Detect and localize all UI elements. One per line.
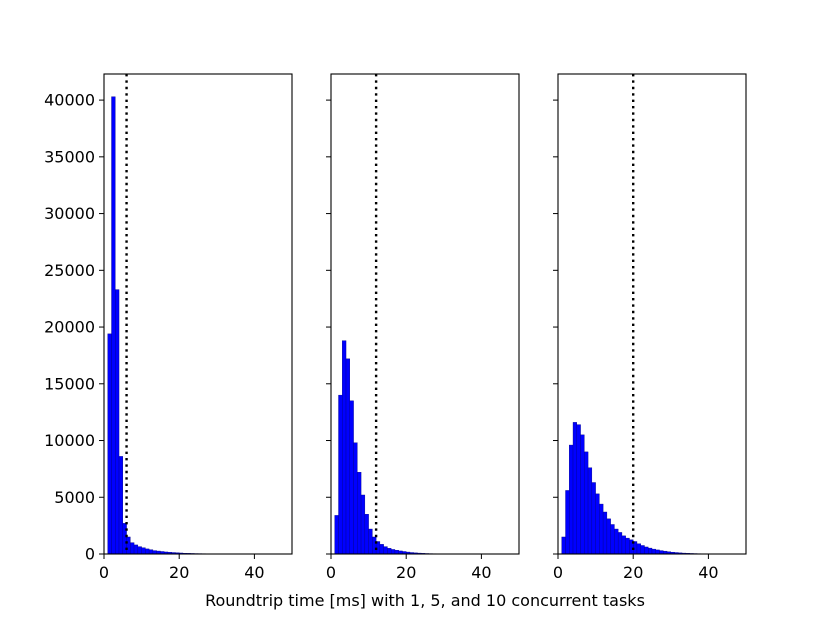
histogram-bar — [133, 544, 139, 555]
histogram-bar — [644, 546, 649, 555]
x-tick-label: 20 — [396, 563, 416, 582]
histogram-bar — [587, 467, 593, 555]
histogram-bar — [368, 528, 373, 555]
histogram-bar — [565, 490, 570, 555]
histogram-bar — [595, 493, 600, 555]
histogram-bar — [338, 394, 343, 555]
histogram-bar — [621, 535, 626, 555]
x-tick-label: 0 — [553, 563, 563, 582]
histogram-bar — [599, 503, 604, 555]
histogram-bar — [372, 536, 377, 555]
histogram-bar — [137, 546, 142, 555]
histogram-bar — [569, 444, 574, 555]
histogram-bar — [572, 422, 577, 555]
histogram-bar — [655, 549, 660, 555]
histogram-bar — [345, 358, 351, 555]
axes-frame — [330, 73, 520, 555]
histogram-bar — [640, 545, 645, 555]
subplot-3: 0 20 40 — [553, 73, 747, 582]
histogram-bar — [349, 400, 354, 555]
y-tick-label: 0 — [85, 545, 95, 564]
histogram-bar — [353, 442, 358, 555]
y-tick-label: 20000 — [44, 318, 95, 337]
histogram-bar — [334, 515, 339, 555]
histogram-bar — [130, 542, 135, 555]
histogram-bar — [610, 524, 615, 555]
x-tick-label: 0 — [326, 563, 336, 582]
x-tick-label: 20 — [169, 563, 189, 582]
histogram-bar — [617, 532, 623, 555]
histogram-bar — [364, 514, 369, 555]
y-tick-label: 5000 — [54, 488, 95, 507]
histogram-bar — [606, 518, 611, 555]
axes-frame — [103, 73, 293, 555]
y-tick-label: 35000 — [44, 147, 95, 166]
histogram-bar — [387, 548, 392, 555]
histogram-bar — [360, 494, 366, 555]
histogram-bar — [614, 528, 619, 555]
x-axis-title: Roundtrip time [ms] with 1, 5, and 10 co… — [205, 591, 645, 610]
histogram-bar — [118, 456, 124, 555]
histogram-bar — [145, 548, 150, 555]
y-tick-label: 10000 — [44, 431, 95, 450]
histogram-bar — [141, 547, 146, 555]
histogram-bar — [625, 537, 630, 555]
histogram-bar — [107, 333, 112, 555]
histogram-bar — [357, 472, 362, 555]
histogram-bar — [561, 536, 566, 555]
histogram-bar — [390, 549, 396, 555]
histogram-bar — [648, 547, 653, 555]
x-tick-label: 40 — [698, 563, 718, 582]
histogram-bar — [126, 536, 131, 555]
y-tick-label: 30000 — [44, 204, 95, 223]
histogram-bar — [148, 549, 154, 555]
histogram-bar — [394, 550, 399, 555]
histogram-bar — [576, 424, 581, 555]
histogram-bar — [651, 548, 656, 555]
histogram-bar — [115, 289, 120, 555]
x-tick-label: 40 — [244, 563, 264, 582]
subplot-2: 0 20 40 — [326, 73, 520, 582]
histogram-bar — [580, 434, 585, 555]
histogram-bar — [111, 96, 116, 555]
x-tick-label: 0 — [99, 563, 109, 582]
histogram-bar — [383, 546, 388, 555]
y-tick-label: 15000 — [44, 374, 95, 393]
histogram-bar — [591, 482, 596, 555]
y-tick-label: 25000 — [44, 261, 95, 280]
histogram-bar — [584, 451, 589, 555]
x-tick-label: 20 — [623, 563, 643, 582]
histogram-bar — [342, 340, 347, 555]
histogram-bar — [379, 544, 384, 555]
histogram-bar — [602, 511, 608, 555]
x-tick-label: 40 — [471, 563, 491, 582]
axes-frame — [557, 73, 747, 555]
subplot-1: 0 20 40 0 5000 10000 15000 20000 25000 30000 35000… — [44, 73, 293, 582]
y-tick-label: 40000 — [44, 91, 95, 110]
histogram-bar — [636, 543, 641, 555]
